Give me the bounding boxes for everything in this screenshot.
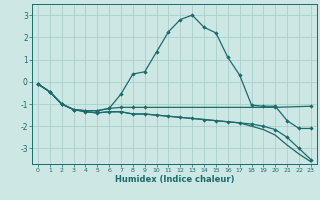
X-axis label: Humidex (Indice chaleur): Humidex (Indice chaleur) <box>115 175 234 184</box>
